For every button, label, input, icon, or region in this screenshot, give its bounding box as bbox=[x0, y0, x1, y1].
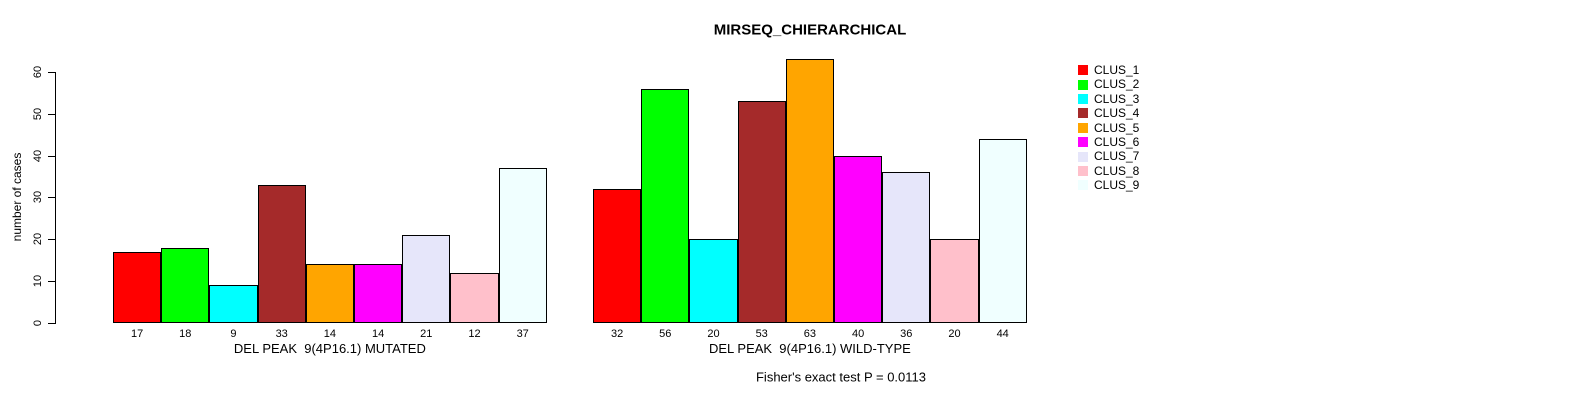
bar-clus_3-group-2 bbox=[689, 239, 738, 323]
y-tick-label: 10 bbox=[32, 275, 44, 288]
legend-label: CLUS_7 bbox=[1094, 149, 1140, 164]
legend-row: CLUS_1 bbox=[1078, 63, 1139, 77]
bar-clus_6-group-2 bbox=[834, 155, 883, 323]
legend-swatch bbox=[1078, 65, 1088, 76]
bar-clus_4-group-2 bbox=[737, 101, 786, 323]
legend-label: CLUS_3 bbox=[1094, 91, 1140, 106]
legend-label: CLUS_1 bbox=[1094, 63, 1140, 77]
legend-swatch bbox=[1078, 165, 1088, 176]
bar-value-label: 53 bbox=[755, 328, 768, 340]
legend-label: CLUS_8 bbox=[1094, 163, 1140, 178]
y-tick-label: 20 bbox=[32, 233, 44, 246]
pvalue-subtitle: Fisher's exact test P = 0.0113 bbox=[755, 369, 927, 385]
chart-title: MIRSEQ_CHIERARCHICAL bbox=[713, 21, 907, 39]
legend-swatch bbox=[1078, 93, 1088, 104]
legend-row: CLUS_9 bbox=[1078, 178, 1139, 192]
legend-label: CLUS_6 bbox=[1094, 134, 1140, 149]
bar-clus_1-group-1 bbox=[113, 251, 162, 323]
bar-clus_7-group-1 bbox=[402, 235, 451, 323]
legend-row: CLUS_4 bbox=[1078, 106, 1139, 120]
y-tick-label: 0 bbox=[32, 319, 44, 327]
legend-swatch bbox=[1078, 108, 1088, 119]
y-tick-label: 50 bbox=[32, 107, 44, 120]
bar-clus_3-group-1 bbox=[209, 285, 258, 323]
bar-clus_7-group-2 bbox=[882, 172, 931, 323]
y-axis-title: number of cases bbox=[10, 152, 24, 242]
bar-value-label: 56 bbox=[659, 328, 672, 340]
legend-row: CLUS_3 bbox=[1078, 92, 1139, 106]
bar-clus_2-group-2 bbox=[641, 88, 690, 323]
legend-row: CLUS_8 bbox=[1078, 164, 1139, 178]
bar-value-label: 14 bbox=[323, 328, 337, 340]
bar-clus_4-group-1 bbox=[257, 184, 306, 323]
bar-value-label: 14 bbox=[371, 328, 385, 340]
bar-clus_9-group-2 bbox=[978, 138, 1027, 323]
legend-row: CLUS_7 bbox=[1078, 149, 1139, 163]
legend-swatch bbox=[1078, 180, 1088, 191]
y-tick-label: 30 bbox=[32, 191, 44, 204]
y-tick-label: 60 bbox=[32, 65, 44, 78]
y-tick bbox=[48, 239, 56, 241]
legend-row: CLUS_5 bbox=[1078, 121, 1139, 135]
y-tick bbox=[48, 71, 56, 73]
bar-value-label: 37 bbox=[516, 328, 529, 340]
y-tick bbox=[48, 281, 56, 283]
legend-swatch bbox=[1078, 122, 1088, 133]
bar-clus_8-group-2 bbox=[930, 239, 979, 323]
bar-value-label: 63 bbox=[803, 328, 817, 340]
bar-clus_6-group-1 bbox=[354, 264, 403, 323]
bar-clus_5-group-2 bbox=[785, 59, 834, 323]
legend-swatch bbox=[1078, 151, 1088, 162]
legend-label: CLUS_4 bbox=[1094, 106, 1140, 121]
bar-value-label: 33 bbox=[275, 328, 288, 340]
y-tick bbox=[48, 155, 56, 157]
bar-value-label: 20 bbox=[707, 328, 720, 340]
bar-clus_5-group-1 bbox=[305, 264, 354, 323]
legend-label: CLUS_9 bbox=[1094, 178, 1140, 193]
y-tick bbox=[48, 323, 56, 324]
bar-value-label: 18 bbox=[179, 328, 192, 340]
bar-value-label: 40 bbox=[851, 328, 865, 340]
legend-label: CLUS_2 bbox=[1094, 77, 1140, 92]
bar-value-label: 36 bbox=[900, 328, 913, 340]
bar-value-label: 12 bbox=[468, 328, 481, 340]
bar-clus_9-group-1 bbox=[498, 168, 547, 323]
legend: CLUS_1 CLUS_2 CLUS_3 CLUS_4 CLUS_5 CLUS_6 CLUS… bbox=[1078, 63, 1139, 193]
bar-value-label: 9 bbox=[230, 328, 237, 340]
bar-value-label: 44 bbox=[996, 328, 1009, 340]
legend-swatch bbox=[1078, 137, 1088, 148]
legend-row: CLUS_2 bbox=[1078, 77, 1139, 91]
bar-clus_1-group-2 bbox=[593, 189, 642, 323]
bar-value-label: 21 bbox=[420, 328, 433, 340]
group-label: DEL PEAK 9(4P16.1) WILD-TYPE bbox=[708, 341, 911, 356]
y-tick-label: 40 bbox=[32, 149, 44, 162]
y-tick bbox=[48, 113, 56, 115]
legend-swatch bbox=[1078, 79, 1088, 90]
bar-value-label: 17 bbox=[130, 328, 144, 340]
bar-clus_8-group-1 bbox=[450, 272, 499, 323]
y-tick bbox=[48, 197, 56, 199]
bar-value-label: 32 bbox=[610, 328, 624, 340]
bar-clus_2-group-1 bbox=[161, 247, 210, 323]
group-label: DEL PEAK 9(4P16.1) MUTATED bbox=[233, 341, 426, 356]
legend-row: CLUS_6 bbox=[1078, 135, 1139, 149]
legend-label: CLUS_5 bbox=[1094, 120, 1140, 135]
bar-value-label: 20 bbox=[948, 328, 961, 340]
